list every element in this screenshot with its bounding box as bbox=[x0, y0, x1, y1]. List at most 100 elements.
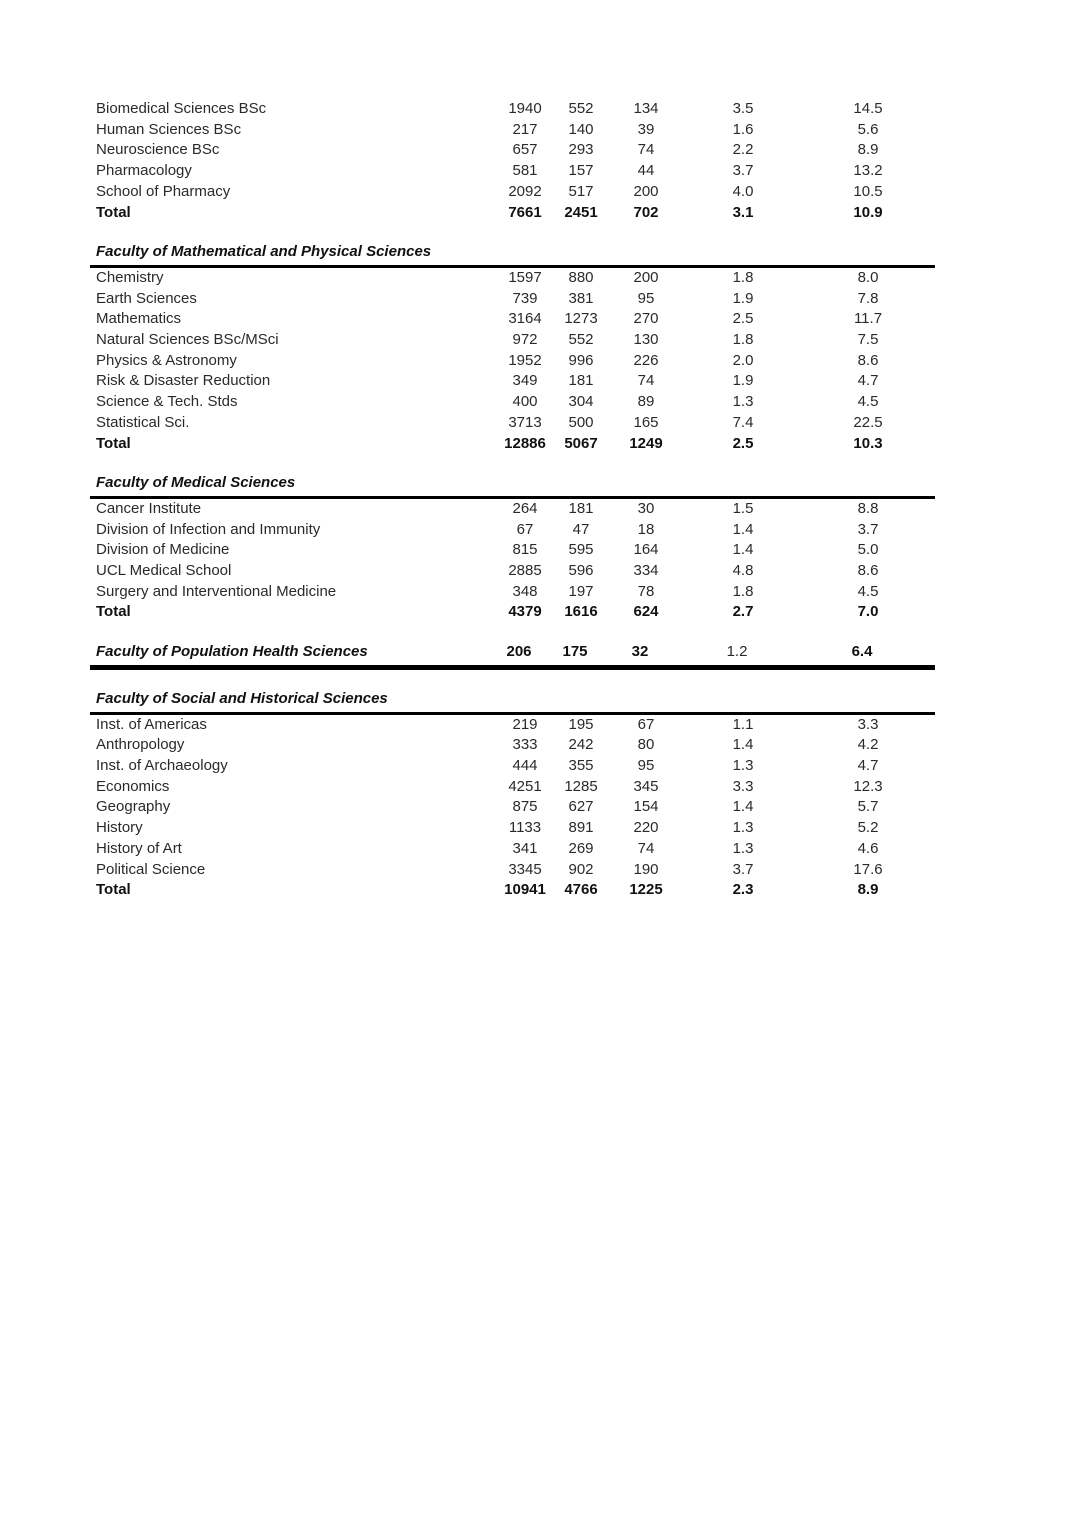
cell-value: 11.7 bbox=[853, 310, 883, 328]
cell-value: 1249 bbox=[629, 434, 663, 452]
row-label: Economics bbox=[96, 777, 170, 795]
section-title: Faculty of Medical Sciences bbox=[90, 473, 935, 499]
row-label: Earth Sciences bbox=[96, 289, 197, 307]
row-label: School of Pharmacy bbox=[96, 182, 231, 200]
row-label: Geography bbox=[96, 798, 171, 816]
cell-value: 30 bbox=[637, 499, 655, 517]
table-row: Division of Medicine 815 595 164 1.4 5.0 bbox=[90, 540, 935, 561]
cell-value: 67 bbox=[516, 520, 534, 538]
cell-value: 270 bbox=[633, 310, 659, 328]
cell-value: 293 bbox=[568, 141, 594, 159]
cell-value: 10.3 bbox=[853, 434, 883, 452]
cell-value: 4.6 bbox=[857, 839, 879, 857]
cell-value: 2.2 bbox=[732, 141, 754, 159]
cell-value: 972 bbox=[512, 331, 538, 349]
table-row: Earth Sciences 739 381 95 1.9 7.8 bbox=[90, 289, 935, 310]
cell-value: 200 bbox=[633, 268, 659, 286]
cell-value: 2092 bbox=[508, 182, 542, 200]
cell-value: 1616 bbox=[564, 603, 598, 621]
cell-value: 2.0 bbox=[732, 351, 754, 369]
row-label: Division of Infection and Immunity bbox=[96, 520, 321, 538]
cell-value: 4.5 bbox=[857, 393, 879, 411]
table-row: Political Science 3345 902 190 3.7 17.6 bbox=[90, 860, 935, 881]
table-section: Biomedical Sciences BSc 1940 552 134 3.5 14.5… bbox=[90, 99, 935, 223]
cell-value: 12886 bbox=[504, 434, 546, 452]
cell-value: 702 bbox=[633, 203, 659, 221]
cell-value: 95 bbox=[637, 756, 655, 774]
cell-value: 200 bbox=[633, 182, 659, 200]
cell-value: 1952 bbox=[508, 351, 542, 369]
cell-value: 304 bbox=[568, 393, 594, 411]
cell-value: 4.2 bbox=[857, 736, 879, 754]
cell-value: 996 bbox=[568, 351, 594, 369]
cell-value: 500 bbox=[568, 413, 594, 431]
cell-value: 13.2 bbox=[853, 162, 883, 180]
cell-value: 739 bbox=[512, 289, 538, 307]
cell-value: 89 bbox=[637, 393, 655, 411]
cell-value: 195 bbox=[568, 715, 594, 733]
cell-value: 181 bbox=[568, 372, 594, 390]
cell-value: 3164 bbox=[508, 310, 542, 328]
table-row: Chemistry 1597 880 200 1.8 8.0 bbox=[90, 268, 935, 289]
cell-value: 32 bbox=[631, 643, 649, 661]
cell-value: 3713 bbox=[508, 413, 542, 431]
table-row: Natural Sciences BSc/MSci 972 552 130 1.8 7.5 bbox=[90, 330, 935, 351]
cell-value: 264 bbox=[512, 499, 538, 517]
cell-value: 181 bbox=[568, 499, 594, 517]
cell-value: 8.9 bbox=[857, 881, 879, 899]
cell-value: 3.3 bbox=[732, 777, 754, 795]
table-section: Faculty of Medical Sciences Cancer Instit… bbox=[90, 473, 935, 623]
cell-value: 1285 bbox=[564, 777, 598, 795]
cell-value: 1.8 bbox=[732, 331, 754, 349]
cell-value: 22.5 bbox=[853, 413, 883, 431]
row-label: Statistical Sci. bbox=[96, 413, 190, 431]
cell-value: 164 bbox=[633, 541, 659, 559]
cell-value: 341 bbox=[512, 839, 538, 857]
table-section: Faculty of Population Health Sciences 206… bbox=[90, 642, 935, 670]
cell-value: 3.7 bbox=[732, 860, 754, 878]
cell-value: 7.4 bbox=[732, 413, 754, 431]
cell-value: 2.5 bbox=[732, 434, 754, 452]
cell-value: 3.1 bbox=[732, 203, 754, 221]
table-row: Geography 875 627 154 1.4 5.7 bbox=[90, 797, 935, 818]
cell-value: 1.8 bbox=[732, 268, 754, 286]
cell-value: 3.7 bbox=[732, 162, 754, 180]
cell-value: 348 bbox=[512, 582, 538, 600]
cell-value: 95 bbox=[637, 289, 655, 307]
row-label: Surgery and Interventional Medicine bbox=[96, 582, 337, 600]
table-row: Physics & Astronomy 1952 996 226 2.0 8.6 bbox=[90, 351, 935, 372]
cell-value: 1225 bbox=[629, 881, 663, 899]
row-label: Pharmacology bbox=[96, 162, 192, 180]
cell-value: 880 bbox=[568, 268, 594, 286]
cell-value: 157 bbox=[568, 162, 594, 180]
faculty-table: Biomedical Sciences BSc 1940 552 134 3.5 14.5… bbox=[90, 99, 935, 901]
table-section: Faculty of Social and Historical Science… bbox=[90, 689, 935, 901]
table-total-row: Total 4379 1616 624 2.7 7.0 bbox=[90, 602, 935, 623]
cell-value: 3.3 bbox=[857, 715, 879, 733]
cell-value: 4.8 bbox=[732, 562, 754, 580]
cell-value: 1.3 bbox=[732, 756, 754, 774]
table-row: School of Pharmacy 2092 517 200 4.0 10.5 bbox=[90, 182, 935, 203]
cell-value: 875 bbox=[512, 798, 538, 816]
cell-value: 47 bbox=[572, 520, 590, 538]
section-title: Faculty of Social and Historical Science… bbox=[90, 689, 935, 715]
table-row: Mathematics 3164 1273 270 2.5 11.7 bbox=[90, 309, 935, 330]
cell-value: 219 bbox=[512, 715, 538, 733]
cell-value: 1.6 bbox=[732, 120, 754, 138]
row-label: History of Art bbox=[96, 839, 182, 857]
cell-value: 7.0 bbox=[857, 603, 879, 621]
cell-value: 1.4 bbox=[732, 736, 754, 754]
total-row-label: Total bbox=[96, 881, 131, 899]
cell-value: 3.7 bbox=[857, 520, 879, 538]
table-row: UCL Medical School 2885 596 334 4.8 8.6 bbox=[90, 561, 935, 582]
table-total-row: Total 12886 5067 1249 2.5 10.3 bbox=[90, 434, 935, 455]
cell-value: 3.5 bbox=[732, 100, 754, 117]
cell-value: 444 bbox=[512, 756, 538, 774]
cell-value: 217 bbox=[512, 120, 538, 138]
cell-value: 74 bbox=[637, 372, 655, 390]
row-label: Physics & Astronomy bbox=[96, 351, 237, 369]
cell-value: 6.4 bbox=[851, 643, 873, 661]
row-label: Human Sciences BSc bbox=[96, 120, 242, 138]
cell-value: 1.2 bbox=[726, 643, 748, 661]
cell-value: 226 bbox=[633, 351, 659, 369]
